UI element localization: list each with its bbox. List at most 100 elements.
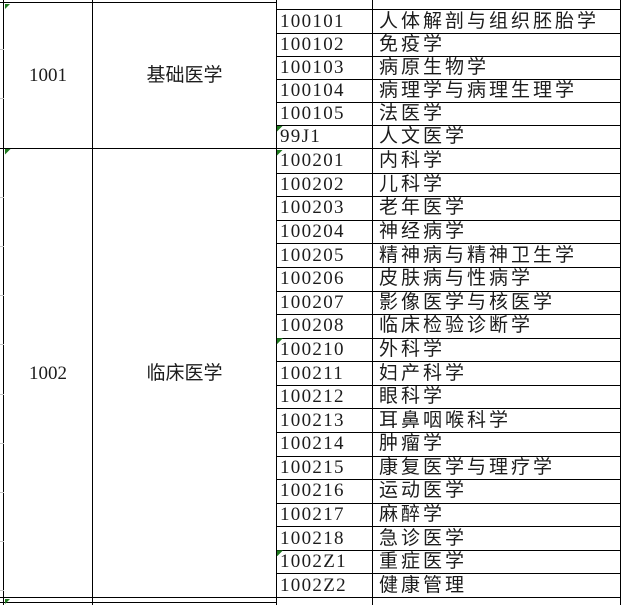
- subject-name-cell[interactable]: 精神病与精神卫生学: [379, 244, 578, 266]
- subject-name-cell[interactable]: 影像医学与核医学: [379, 291, 556, 313]
- row-divider-line: [276, 361, 621, 363]
- subject-name-cell[interactable]: 急诊医学: [379, 527, 468, 549]
- gridline-tick: [0, 590, 4, 592]
- row-divider-line: [276, 337, 621, 339]
- subject-name-cell[interactable]: 内科学: [379, 150, 446, 172]
- subject-name-cell[interactable]: 皮肤病与性病学: [379, 268, 534, 290]
- row-divider-line: [276, 384, 621, 386]
- subject-code-cell[interactable]: 100207: [280, 291, 345, 313]
- subject-name-cell[interactable]: 肿瘤学: [379, 433, 446, 455]
- subject-name-cell[interactable]: 法医学: [379, 103, 446, 124]
- row-divider-line: [276, 266, 621, 268]
- subject-code-cell[interactable]: 100203: [280, 197, 345, 219]
- gridline-tick: [0, 295, 4, 297]
- row-divider-line: [276, 243, 621, 245]
- row-divider-line: [276, 526, 621, 528]
- table-border-vertical: [620, 0, 621, 605]
- row-divider-line: [276, 219, 621, 221]
- subject-code-cell[interactable]: 100205: [280, 244, 345, 266]
- gridline-tick: [0, 492, 4, 493]
- row-divider-line: [276, 79, 621, 80]
- table-border-horizontal: [0, 2, 277, 3]
- section-code-cell[interactable]: 1002: [29, 362, 67, 384]
- row-divider-line: [276, 573, 621, 575]
- row-divider-line: [276, 125, 621, 126]
- row-divider-line: [276, 432, 621, 433]
- row-divider-line: [276, 549, 621, 551]
- row-divider-line: [276, 33, 621, 34]
- subject-code-cell[interactable]: 100213: [280, 409, 345, 431]
- subject-name-cell[interactable]: 人文医学: [379, 126, 468, 147]
- table-border-horizontal: [276, 9, 621, 10]
- table-border-vertical: [276, 0, 277, 605]
- gridline-tick: [0, 393, 4, 395]
- subject-code-cell[interactable]: 100202: [280, 173, 345, 195]
- error-indicator-icon: [277, 149, 283, 156]
- gridline-tick: [0, 246, 4, 247]
- subject-code-cell[interactable]: 100211: [280, 362, 345, 384]
- subject-name-cell[interactable]: 耳鼻咽喉科学: [379, 409, 512, 431]
- subject-code-cell[interactable]: 100101: [280, 11, 345, 32]
- row-divider-line: [276, 56, 621, 57]
- subject-name-cell[interactable]: 老年医学: [379, 197, 468, 219]
- subject-code-cell[interactable]: 1002Z1: [280, 551, 347, 573]
- subject-name-cell[interactable]: 运动医学: [379, 480, 468, 502]
- subject-code-cell[interactable]: 100210: [280, 338, 345, 360]
- subject-name-cell[interactable]: 外科学: [379, 338, 446, 360]
- row-divider-line: [276, 314, 621, 316]
- subject-name-cell[interactable]: 临床检验诊断学: [379, 315, 534, 337]
- subject-name-cell[interactable]: 免疫学: [379, 34, 446, 55]
- subject-name-cell[interactable]: 重症医学: [379, 551, 468, 573]
- gridline-tick: [0, 49, 4, 51]
- subject-code-cell[interactable]: 100201: [280, 150, 345, 172]
- section-divider-line: [0, 597, 621, 598]
- subject-code-cell[interactable]: 100105: [280, 103, 345, 124]
- subject-code-cell[interactable]: 100216: [280, 480, 345, 502]
- table-border-vertical: [372, 0, 373, 605]
- table-border-vertical: [3, 0, 4, 605]
- error-indicator-icon: [277, 125, 283, 132]
- section-code-cell[interactable]: 1001: [29, 65, 67, 86]
- subject-name-cell[interactable]: 人体解剖与组织胚胎学: [379, 11, 600, 32]
- row-divider-line: [276, 408, 621, 410]
- table-border-vertical: [92, 0, 93, 605]
- gridline-tick: [0, 196, 4, 198]
- subject-name-cell[interactable]: 妇产科学: [379, 362, 468, 384]
- subject-code-cell[interactable]: 100217: [280, 503, 345, 525]
- subject-code-cell[interactable]: 100103: [280, 57, 345, 78]
- section-divider-line: [0, 148, 621, 149]
- subject-code-cell[interactable]: 100104: [280, 80, 345, 101]
- subject-name-cell[interactable]: 儿科学: [379, 173, 446, 195]
- section-name-cell[interactable]: 基础医学: [146, 65, 223, 86]
- row-divider-line: [276, 290, 621, 292]
- subject-code-cell[interactable]: 1002Z2: [280, 574, 347, 596]
- error-indicator-icon: [277, 338, 283, 345]
- subject-name-cell[interactable]: 麻醉学: [379, 503, 446, 525]
- gridline-tick: [0, 98, 4, 100]
- gridline-tick: [0, 541, 4, 543]
- subject-code-cell[interactable]: 100215: [280, 456, 345, 478]
- section-name-cell[interactable]: 临床医学: [146, 362, 223, 384]
- subject-name-cell[interactable]: 康复医学与理疗学: [379, 456, 556, 478]
- gridline-tick: [0, 442, 4, 444]
- subject-name-cell[interactable]: 病原生物学: [379, 57, 490, 78]
- row-divider-line: [276, 479, 621, 481]
- subject-code-cell[interactable]: 100218: [280, 527, 345, 549]
- subject-code-cell[interactable]: 100206: [280, 268, 345, 290]
- subject-name-cell[interactable]: 眼科学: [379, 386, 446, 408]
- subject-code-cell[interactable]: 100204: [280, 221, 345, 243]
- row-divider-line: [276, 102, 621, 103]
- gridline-tick: [0, 344, 4, 346]
- subject-name-cell[interactable]: 健康管理: [379, 574, 468, 596]
- subject-code-cell[interactable]: 100214: [280, 433, 345, 455]
- error-indicator-icon: [4, 3, 11, 10]
- subject-code-cell[interactable]: 100208: [280, 315, 345, 337]
- subject-code-cell[interactable]: 100102: [280, 34, 345, 55]
- subject-code-cell[interactable]: 99J1: [280, 126, 322, 147]
- table-border-horizontal: [0, 602, 277, 603]
- subject-code-cell[interactable]: 100212: [280, 386, 345, 408]
- subject-name-cell[interactable]: 神经病学: [379, 221, 468, 243]
- row-divider-line: [276, 455, 621, 457]
- subject-name-cell[interactable]: 病理学与病理生理学: [379, 80, 578, 101]
